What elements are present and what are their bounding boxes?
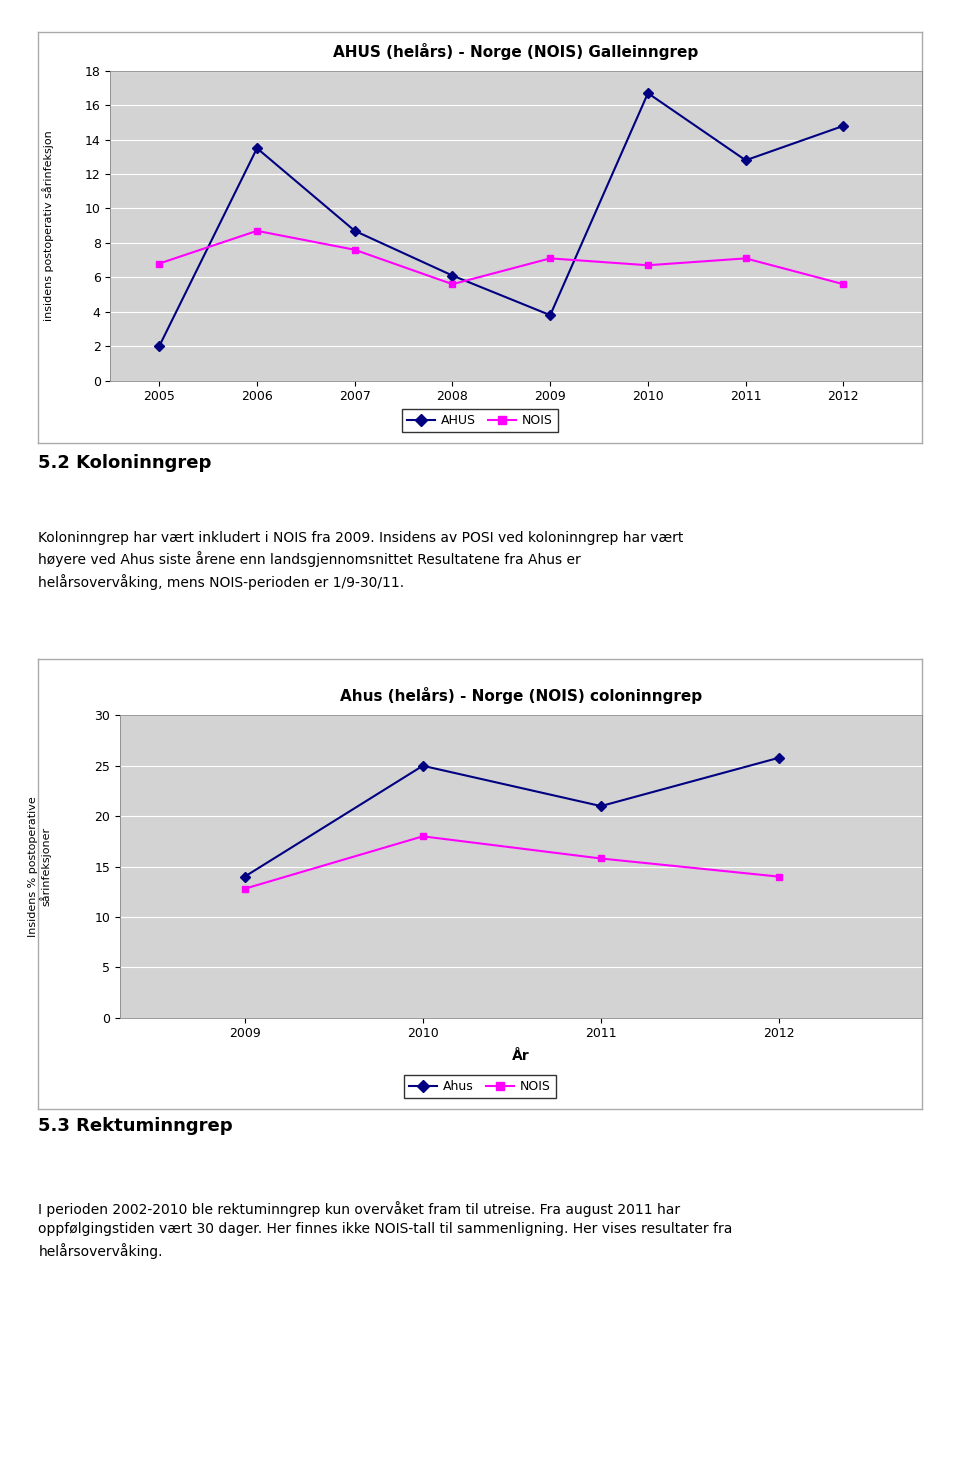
Legend: AHUS, NOIS: AHUS, NOIS xyxy=(402,409,558,432)
Title: AHUS (helårs) - Norge (NOIS) Galleinngrep: AHUS (helårs) - Norge (NOIS) Galleinngre… xyxy=(333,43,699,60)
Text: 5.2 Koloninngrep: 5.2 Koloninngrep xyxy=(38,454,212,472)
Legend: Ahus, NOIS: Ahus, NOIS xyxy=(404,1075,556,1099)
Y-axis label: Insidens % postoperative
sårinfeksjoner: Insidens % postoperative sårinfeksjoner xyxy=(28,796,52,937)
Title: Ahus (helårs) - Norge (NOIS) coloninngrep: Ahus (helårs) - Norge (NOIS) coloninngre… xyxy=(340,687,702,705)
Y-axis label: insidens postoperativ sårinfeksjon: insidens postoperativ sårinfeksjon xyxy=(41,130,54,322)
Text: 5.3 Rektuminngrep: 5.3 Rektuminngrep xyxy=(38,1117,233,1136)
X-axis label: År: År xyxy=(512,1049,530,1063)
Text: Koloninngrep har vært inkludert i NOIS fra 2009. Insidens av POSI ved koloninngr: Koloninngrep har vært inkludert i NOIS f… xyxy=(38,531,684,590)
Text: I perioden 2002-2010 ble rektuminngrep kun overvåket fram til utreise. Fra augus: I perioden 2002-2010 ble rektuminngrep k… xyxy=(38,1201,732,1258)
